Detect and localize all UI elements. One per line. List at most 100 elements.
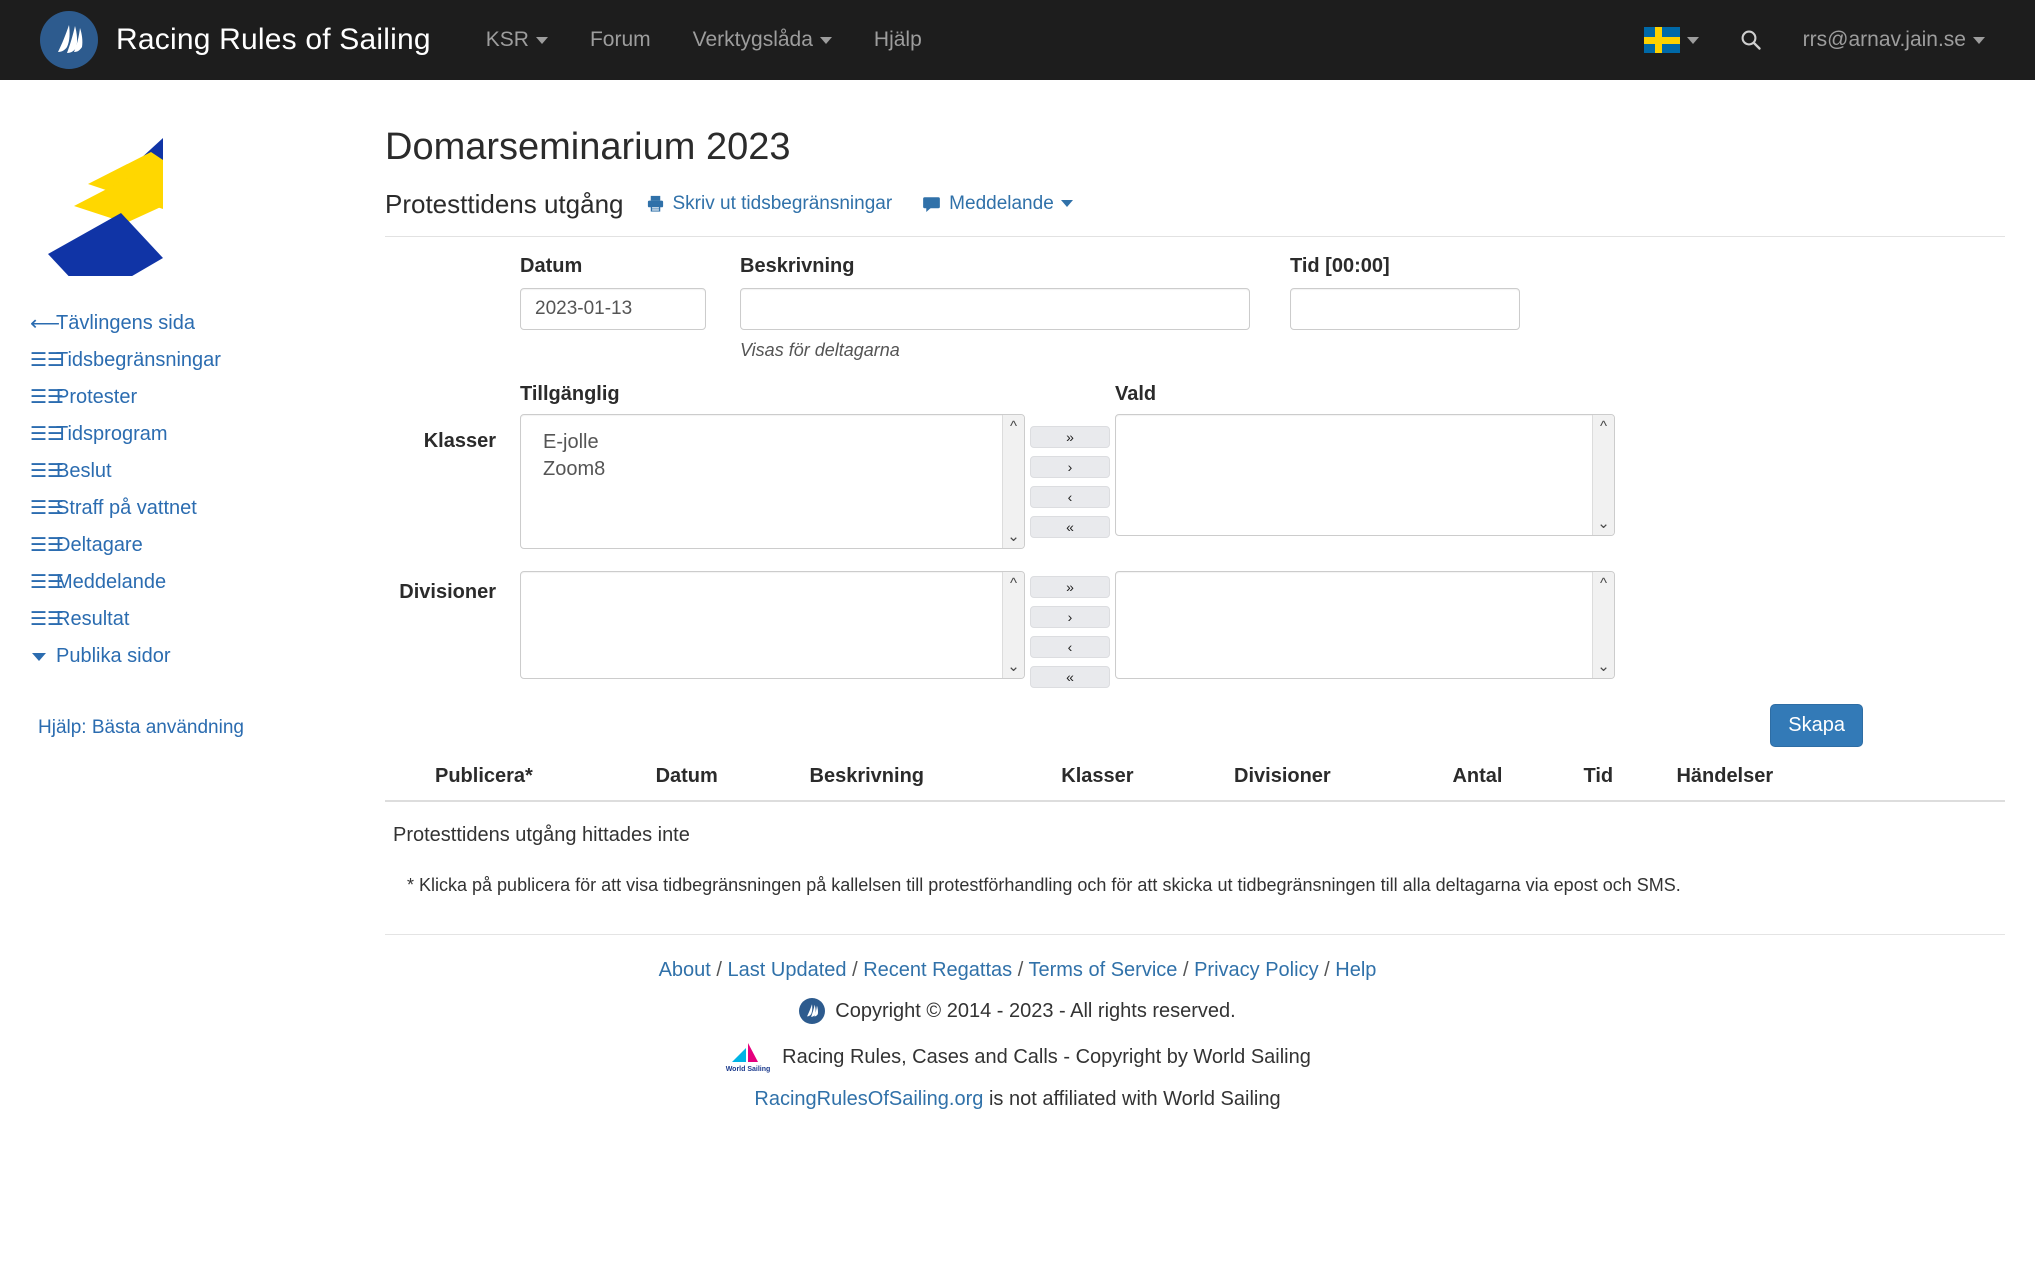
footer-link-privacy-policy[interactable]: Privacy Policy <box>1194 959 1319 981</box>
sailboat-logo-icon <box>58 25 83 53</box>
description-help-text: Visas för deltagarna <box>740 340 900 360</box>
footer-link-recent-regattas[interactable]: Recent Regattas <box>863 959 1013 981</box>
message-dropdown[interactable]: Meddelande <box>922 193 1073 215</box>
scroll-up-icon[interactable]: ^ <box>1599 575 1608 592</box>
divisions-available-listbox[interactable]: ^ ⌄ <box>520 571 1025 679</box>
table-header-divisioner[interactable]: Divisioner <box>1224 753 1443 802</box>
divisions-move-right-button[interactable]: › <box>1030 606 1110 628</box>
divisions-move-all-left-button[interactable]: « <box>1030 666 1110 688</box>
footer-affiliation-text: is not affiliated with World Sailing <box>983 1088 1281 1110</box>
available-caption-wrap: Tillgänglig <box>520 383 1025 406</box>
listbox-scrollbar[interactable]: ^ ⌄ <box>1002 572 1024 678</box>
create-button[interactable]: Skapa <box>1770 704 1863 747</box>
sidebar-item-publika-sidor[interactable]: Publika sidor <box>0 638 380 675</box>
footer-link-terms-of-service[interactable]: Terms of Service <box>1028 959 1178 981</box>
description-input[interactable] <box>740 288 1250 330</box>
sidebar-item-resultat[interactable]: ☰☰ Resultat <box>0 601 380 638</box>
sidebar-item-protester[interactable]: ☰☰ Protester <box>0 379 380 416</box>
scroll-up-icon[interactable]: ^ <box>1599 418 1608 435</box>
time-limit-form: Datum Beskrivning Visas för deltagarna T… <box>385 237 2005 747</box>
footer-link-last-updated[interactable]: Last Updated <box>727 959 847 981</box>
scroll-up-icon[interactable]: ^ <box>1009 575 1018 592</box>
sidebar: ⟵ Tävlingens sida ☰☰ Tidsbegränsningar ☰… <box>0 80 380 935</box>
table-empty-message: Protesttidens utgång hittades inte <box>393 824 690 846</box>
classes-selected-listbox[interactable]: ^ ⌄ <box>1115 414 1615 536</box>
chevron-down-icon <box>535 36 548 44</box>
listbox-scrollbar[interactable]: ^ ⌄ <box>1592 572 1614 678</box>
sidebar-item-tavlingens-sida[interactable]: ⟵ Tävlingens sida <box>0 305 380 342</box>
footer-link-about[interactable]: About <box>658 959 711 981</box>
brand-title[interactable]: Racing Rules of Sailing <box>116 23 431 56</box>
language-selector[interactable] <box>1624 27 1719 53</box>
table-header-handelser[interactable]: Händelser <box>1666 753 1885 802</box>
date-input[interactable] <box>520 288 706 330</box>
world-sailing-logo-icon: World Sailing <box>724 1040 772 1074</box>
classes-move-right-button[interactable]: › <box>1030 456 1110 478</box>
selected-caption-wrap: Vald <box>1115 383 2005 406</box>
table-header-trailing-spacer <box>1885 753 2005 802</box>
search-button[interactable] <box>1719 28 1783 52</box>
table-header-publicera[interactable]: Publicera* <box>425 753 646 802</box>
sidebar-item-label: Resultat <box>56 608 130 630</box>
footer-site-link[interactable]: RacingRulesOfSailing.org <box>754 1088 984 1110</box>
chevron-down-icon <box>1686 36 1699 44</box>
description-label: Beskrivning <box>740 255 855 277</box>
sidebar-item-straff-pa-vattnet[interactable]: ☰☰ Straff på vattnet <box>0 490 380 527</box>
listbox-scrollbar[interactable]: ^ ⌄ <box>1592 415 1614 535</box>
chevron-down-icon <box>1060 200 1073 207</box>
chevron-down-icon <box>819 36 832 44</box>
nav-link-ksr[interactable]: KSR <box>465 28 569 52</box>
scroll-down-icon[interactable]: ⌄ <box>1007 528 1020 545</box>
table-header-antal[interactable]: Antal <box>1442 753 1574 802</box>
footer-links: About / Last Updated / Recent Regattas /… <box>0 959 2035 982</box>
classes-available-listbox[interactable]: E-jolle Zoom8 ^ ⌄ <box>520 414 1025 549</box>
content-divider <box>385 934 2005 935</box>
sidebar-item-label: Tävlingens sida <box>56 312 195 334</box>
print-time-limits-label: Skriv ut tidsbegränsningar <box>672 192 893 214</box>
sidebar-nav: ⟵ Tävlingens sida ☰☰ Tidsbegränsningar ☰… <box>0 305 380 675</box>
classes-move-all-left-button[interactable]: « <box>1030 516 1110 538</box>
listbox-scrollbar[interactable]: ^ ⌄ <box>1002 415 1024 548</box>
nav-link-hjalp[interactable]: Hjälp <box>853 28 943 52</box>
classes-move-buttons: » › ‹ « <box>1025 414 1115 538</box>
chevron-down-icon <box>1973 36 1985 44</box>
classes-move-all-right-button[interactable]: » <box>1030 426 1110 448</box>
scroll-down-icon[interactable]: ⌄ <box>1597 658 1610 675</box>
selected-label: Vald <box>1115 383 1157 405</box>
sailboat-logo-icon <box>807 1004 819 1017</box>
footer-copyright-text: Copyright © 2014 - 2023 - All rights res… <box>835 999 1236 1022</box>
table-header-tid[interactable]: Tid <box>1573 753 1667 802</box>
sidebar-item-meddelande[interactable]: ☰☰ Meddelande <box>0 564 380 601</box>
sidebar-item-tidsbegransningar[interactable]: ☰☰ Tidsbegränsningar <box>0 342 380 379</box>
table-header-beskrivning[interactable]: Beskrivning <box>799 753 1052 802</box>
time-input[interactable] <box>1290 288 1520 330</box>
divisions-move-all-right-button[interactable]: » <box>1030 576 1110 598</box>
nav-links: KSR Forum Verktygslåda Hjälp <box>465 28 943 52</box>
listbox-option[interactable]: Zoom8 <box>543 458 606 481</box>
sidebar-help-link[interactable]: Hjälp: Bästa användning <box>38 717 244 738</box>
nav-link-verktygslada[interactable]: Verktygslåda <box>672 28 853 52</box>
sidebar-item-beslut[interactable]: ☰☰ Beslut <box>0 453 380 490</box>
nav-link-hjalp-label: Hjälp <box>873 28 922 51</box>
footer-link-help[interactable]: Help <box>1335 959 1377 981</box>
brand-logo-icon[interactable] <box>40 11 98 69</box>
scroll-down-icon[interactable]: ⌄ <box>1597 515 1610 532</box>
divisions-move-left-button[interactable]: ‹ <box>1030 636 1110 658</box>
sidebar-item-deltagare[interactable]: ☰☰ Deltagare <box>0 527 380 564</box>
print-time-limits-link[interactable]: Skriv ut tidsbegränsningar <box>646 192 893 215</box>
classes-move-left-button[interactable]: ‹ <box>1030 486 1110 508</box>
table-header-datum[interactable]: Datum <box>645 753 800 802</box>
user-menu[interactable]: rrs@arnav.jain.se <box>1783 28 2005 52</box>
divisions-selected-listbox[interactable]: ^ ⌄ <box>1115 571 1615 679</box>
nav-link-forum[interactable]: Forum <box>569 28 672 52</box>
sidebar-item-tidsprogram[interactable]: ☰☰ Tidsprogram <box>0 416 380 453</box>
listbox-option[interactable]: E-jolle <box>543 431 599 453</box>
time-limits-table: Publicera* Datum Beskrivning Klasser Div… <box>385 753 2005 802</box>
caret-down-icon <box>30 652 56 661</box>
table-header-klasser[interactable]: Klasser <box>1051 753 1225 802</box>
scroll-up-icon[interactable]: ^ <box>1009 418 1018 435</box>
time-field-group: Tid [00:00] <box>1290 255 1525 330</box>
divisions-dual-list: Divisioner ^ ⌄ » › ‹ « <box>385 571 2005 688</box>
list-icon: ☰☰ <box>30 350 65 371</box>
scroll-down-icon[interactable]: ⌄ <box>1007 658 1020 675</box>
